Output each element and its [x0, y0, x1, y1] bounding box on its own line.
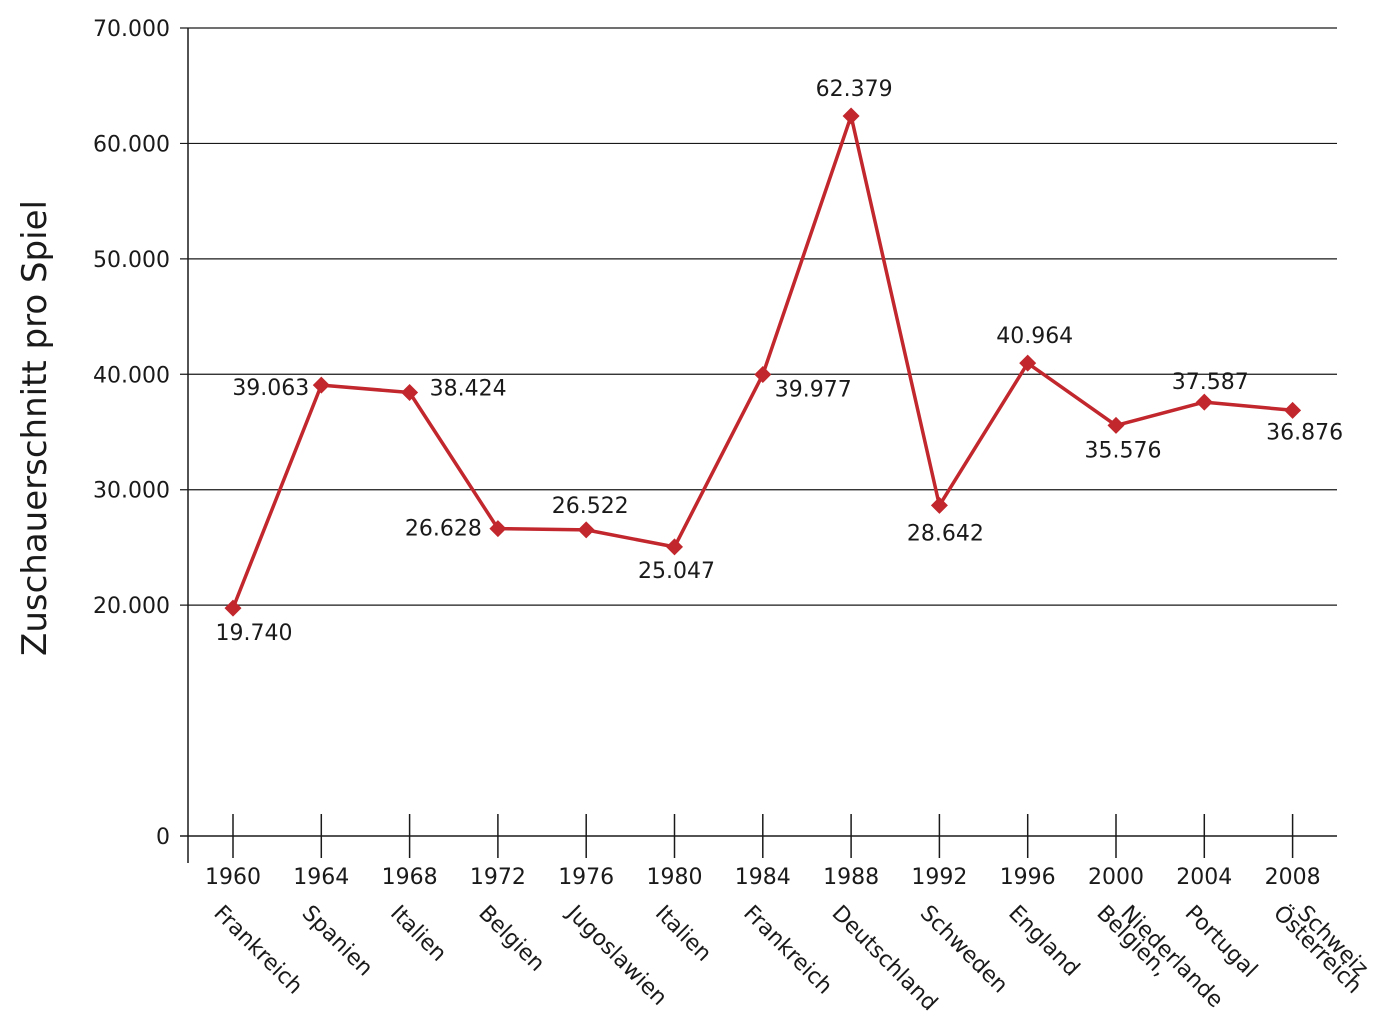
data-point-marker	[1195, 393, 1213, 411]
x-tick-label: 1976	[558, 865, 614, 890]
x-tick-label: 1968	[382, 865, 438, 890]
x-tick-label: 1964	[293, 865, 349, 890]
data-point-marker	[930, 496, 948, 514]
host-label-line: England	[1003, 901, 1084, 982]
data-label: 36.876	[1266, 420, 1343, 445]
host-label-line: Frankreich	[738, 901, 837, 1000]
x-tick-label: 2008	[1265, 865, 1321, 890]
host-label: Italien	[650, 901, 716, 967]
x-tick-label: 1988	[823, 865, 879, 890]
x-tick-label: 1984	[735, 865, 791, 890]
y-tick-label: 70.000	[93, 17, 170, 42]
data-point-marker	[312, 376, 330, 394]
data-label: 28.642	[907, 521, 984, 546]
grid-lines	[180, 27, 1337, 837]
data-point-marker	[401, 383, 419, 401]
data-label: 37.587	[1172, 370, 1249, 395]
y-axis-title: Zuschauerschnitt pro Spiel	[15, 200, 55, 656]
host-label-line: Italien	[385, 901, 451, 967]
y-tick-label: 50.000	[93, 248, 170, 273]
host-label: Spanien	[297, 901, 378, 982]
y-tick-label: 30.000	[93, 479, 170, 504]
data-labels: 19.740 39.063 38.424 26.628 26.522 25.047 39.9…	[216, 77, 1344, 646]
y-axis: 0 20.000 30.000 40.000 50.000 60.000 70.000	[93, 17, 189, 863]
data-label: 39.977	[775, 378, 852, 403]
y-tick-label: 40.000	[93, 363, 170, 388]
host-label: Italien	[385, 901, 451, 967]
data-label: 40.964	[996, 324, 1073, 349]
host-label-line: Spanien	[297, 901, 378, 982]
data-label: 25.047	[638, 559, 715, 584]
x-tick-label: 1992	[911, 865, 967, 890]
host-label-line: Italien	[650, 901, 716, 967]
series-layer	[224, 107, 1302, 617]
x-tick-label: 1980	[647, 865, 703, 890]
host-label: Frankreich	[209, 901, 308, 1000]
data-point-marker	[1019, 354, 1037, 372]
data-point-marker	[666, 538, 683, 556]
host-label-line: Frankreich	[209, 901, 308, 1000]
x-tick-label: 1960	[205, 865, 261, 890]
series-line	[231, 114, 1293, 609]
data-point-marker	[489, 520, 507, 538]
x-tick-label: 2000	[1088, 865, 1144, 890]
y-tick-label: 60.000	[93, 132, 170, 157]
host-label: Belgien	[473, 901, 549, 977]
data-label: 39.063	[232, 376, 309, 401]
data-point-marker	[1107, 416, 1125, 434]
data-label: 19.740	[216, 621, 293, 646]
host-label: England	[1003, 901, 1084, 982]
data-label: 62.379	[816, 77, 893, 102]
host-label-line: Belgien	[473, 901, 549, 977]
data-point-marker	[577, 521, 595, 539]
data-label: 26.522	[552, 494, 629, 519]
data-label: 35.576	[1085, 438, 1162, 463]
host-label: Belgien,Niederlande	[1092, 901, 1228, 1013]
data-point-marker	[224, 599, 242, 617]
x-tick-label: 1972	[470, 865, 526, 890]
host-label: Schweden	[915, 901, 1013, 999]
data-point-marker	[1284, 401, 1302, 419]
host-label-line: Schweden	[915, 901, 1013, 999]
data-point-marker	[754, 366, 772, 384]
y-tick-label: 0	[156, 825, 170, 850]
host-label: Frankreich	[738, 901, 837, 1000]
data-label: 38.424	[430, 376, 507, 401]
data-point-marker	[842, 107, 860, 125]
y-tick-label: 20.000	[93, 594, 170, 619]
data-label: 26.628	[405, 517, 482, 542]
x-tick-label: 2004	[1176, 865, 1232, 890]
x-tick-label: 1996	[1000, 865, 1056, 890]
